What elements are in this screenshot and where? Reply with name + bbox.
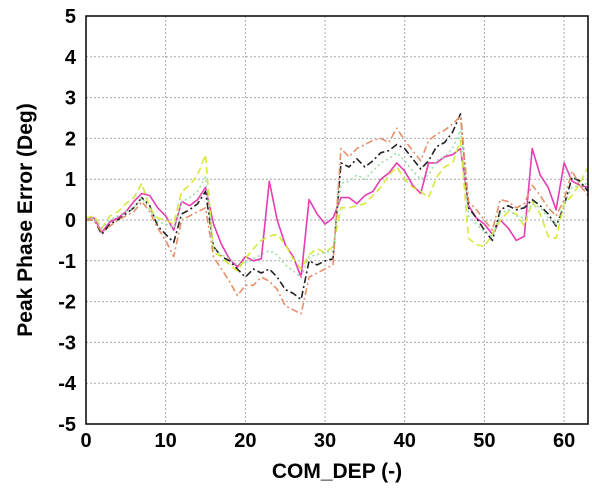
series-line-5	[86, 115, 589, 315]
x-tick-label: 60	[553, 430, 575, 452]
y-tick-label: -1	[58, 251, 76, 273]
x-tick-label: 0	[80, 430, 91, 452]
x-tick-label: 50	[473, 430, 495, 452]
series-line-2	[86, 113, 589, 301]
x-tick-label: 30	[314, 430, 336, 452]
y-tick-label: 4	[65, 47, 77, 69]
y-tick-label: 2	[65, 128, 76, 150]
x-tick-labels: 0 10 20 30 40 50 60	[80, 430, 575, 452]
y-tick-labels: -5 -4 -3 -2 -1 0 1 2 3 4 5	[58, 6, 77, 436]
y-tick-label: -3	[58, 332, 76, 354]
y-tick-label: -2	[58, 292, 76, 314]
y-tick-label: 0	[65, 210, 76, 232]
y-tick-label: 5	[65, 6, 76, 28]
x-tick-label: 40	[394, 430, 416, 452]
y-tick-label: 3	[65, 88, 76, 110]
series-lines	[85, 113, 589, 315]
x-tick-label: 20	[234, 430, 256, 452]
x-axis-label: COM_DEP (-)	[272, 460, 402, 483]
x-tick-label: 10	[155, 430, 177, 452]
y-tick-label: -4	[58, 373, 77, 395]
plot-frame	[85, 15, 589, 425]
series-line-3	[85, 139, 589, 272]
grid-lines	[85, 15, 588, 425]
y-tick-label: 1	[65, 169, 76, 191]
y-axis-label: Peak Phase Error (Deg)	[14, 103, 37, 336]
y-tick-label: -5	[58, 414, 76, 436]
